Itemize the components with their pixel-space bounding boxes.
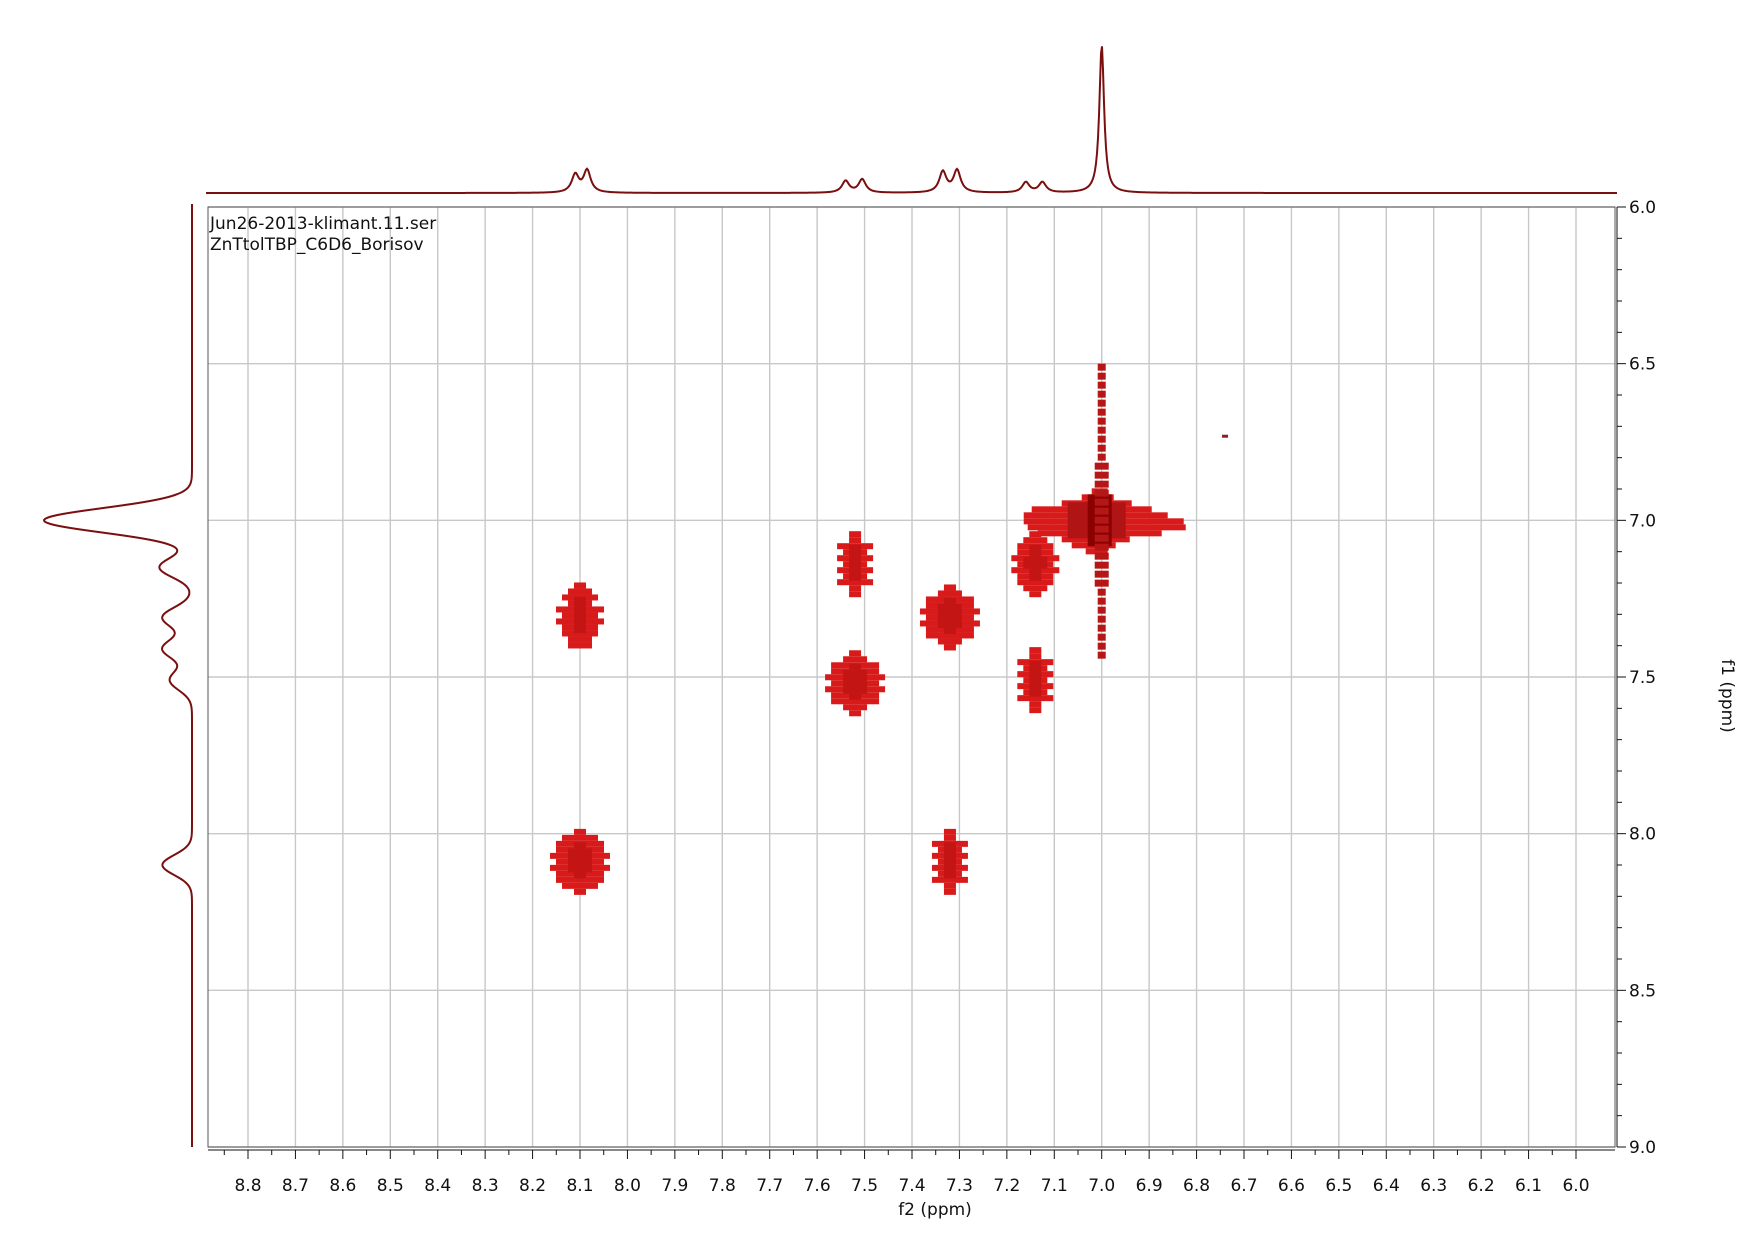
- y-axis-title: f1 (ppm): [1717, 659, 1737, 733]
- x-tick-label: 8.2: [519, 1176, 546, 1196]
- x-tick-label: 7.1: [1041, 1176, 1068, 1196]
- x-tick-label: 7.4: [898, 1176, 925, 1196]
- x-tick-label: 8.6: [329, 1176, 356, 1196]
- x-tick-label: 6.3: [1420, 1176, 1447, 1196]
- x-tick-label: 6.5: [1325, 1176, 1352, 1196]
- y-axis: 6.0 6.5 7.0 7.5 8.0 8.5 9.0: [1616, 198, 1656, 1158]
- diagonal-peak: [1023, 363, 1229, 659]
- x-tick-label: 6.9: [1136, 1176, 1163, 1196]
- x-tick-label: 6.1: [1515, 1176, 1542, 1196]
- sample-label: ZnTtolTBP_C6D6_Borisov: [210, 235, 424, 255]
- x-tick-label: 7.7: [756, 1176, 783, 1196]
- x-tick-label: 7.0: [1088, 1176, 1115, 1196]
- x-tick-label: 7.8: [709, 1176, 736, 1196]
- x-tick-label: 6.8: [1183, 1176, 1210, 1196]
- x-tick-label: 8.4: [424, 1176, 451, 1196]
- plot-border: [207, 206, 1616, 1148]
- x-tick-label: 8.1: [566, 1176, 593, 1196]
- x-tick-label: 6.2: [1468, 1176, 1495, 1196]
- x-tick-label: 6.0: [1562, 1176, 1589, 1196]
- cross-peak-core: [568, 842, 592, 879]
- file-label: Jun26-2013-klimant.11.ser: [209, 214, 436, 234]
- y-tick-label: 7.5: [1629, 668, 1656, 688]
- cross-peak-core: [943, 842, 956, 879]
- x-tick-label: 6.6: [1278, 1176, 1305, 1196]
- y-tick-label: 8.5: [1629, 981, 1656, 1001]
- y-tick-label: 6.5: [1629, 355, 1656, 375]
- f2-projection: [206, 46, 1617, 194]
- x-tick-label: 7.9: [661, 1176, 688, 1196]
- x-tick-label: 8.7: [282, 1176, 309, 1196]
- y-tick-label: 9.0: [1629, 1138, 1656, 1158]
- x-tick-label: 8.5: [377, 1176, 404, 1196]
- f1-projection-trace: [42, 204, 193, 1147]
- x-tick-label: 7.6: [804, 1176, 831, 1196]
- cross-peak-core: [574, 596, 586, 633]
- x-axis-title: f2 (ppm): [898, 1200, 972, 1220]
- x-axis: 8.8 8.7 8.6 8.5 8.4 8.3 8.2 8.1 8.0 7.9 7.8 7.7 7.6 7…: [208, 1149, 1615, 1196]
- x-tick-label: 7.2: [993, 1176, 1020, 1196]
- plot-frame: [207, 206, 1616, 1148]
- cross-peak-core: [849, 544, 862, 581]
- cross-peak-core: [1029, 660, 1042, 697]
- x-tick-label: 8.3: [472, 1176, 499, 1196]
- x-tick-label: 7.5: [851, 1176, 878, 1196]
- x-tick-label: 8.8: [234, 1176, 261, 1196]
- x-tick-label: 6.4: [1373, 1176, 1400, 1196]
- peak-layer: [550, 363, 1229, 895]
- x-tick-label: 8.0: [614, 1176, 641, 1196]
- cross-peak-core: [843, 663, 868, 700]
- y-tick-label: 7.0: [1629, 511, 1656, 531]
- y-tick-label: 6.0: [1629, 198, 1656, 218]
- grid-lines: [208, 206, 1615, 1148]
- x-tick-label: 6.7: [1230, 1176, 1257, 1196]
- cross-peak-core: [1023, 544, 1048, 581]
- x-tick-label: 7.3: [946, 1176, 973, 1196]
- f1-projection: [42, 204, 193, 1147]
- y-tick-label: 8.0: [1629, 825, 1656, 845]
- f2-projection-trace: [206, 46, 1617, 194]
- cross-peak-core: [937, 597, 962, 634]
